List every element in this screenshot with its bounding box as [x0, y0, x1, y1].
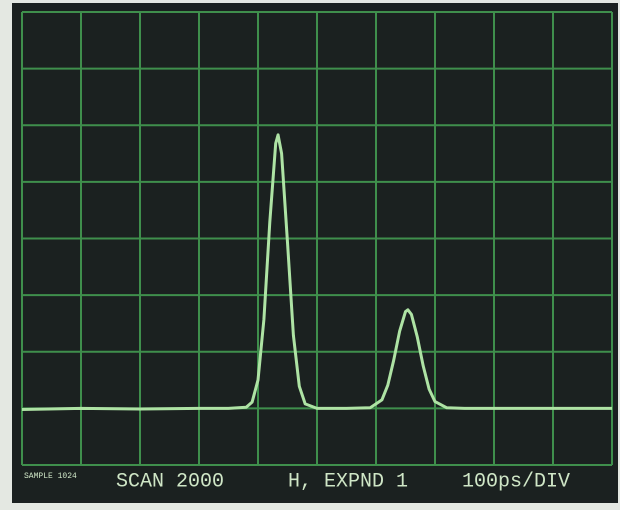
status-sample: SAMPLE 1024: [24, 472, 77, 481]
status-expand: H, EXPND 1: [288, 470, 408, 493]
oscilloscope-screen: SAMPLE 1024 SCAN 2000 H, EXPND 1 100ps/D…: [0, 0, 620, 510]
status-timebase: 100ps/DIV: [462, 470, 570, 493]
page: {"chart_data": { "type": "line", "x": [0…: [0, 0, 620, 510]
status-scan: SCAN 2000: [116, 470, 224, 493]
display: [12, 3, 618, 503]
